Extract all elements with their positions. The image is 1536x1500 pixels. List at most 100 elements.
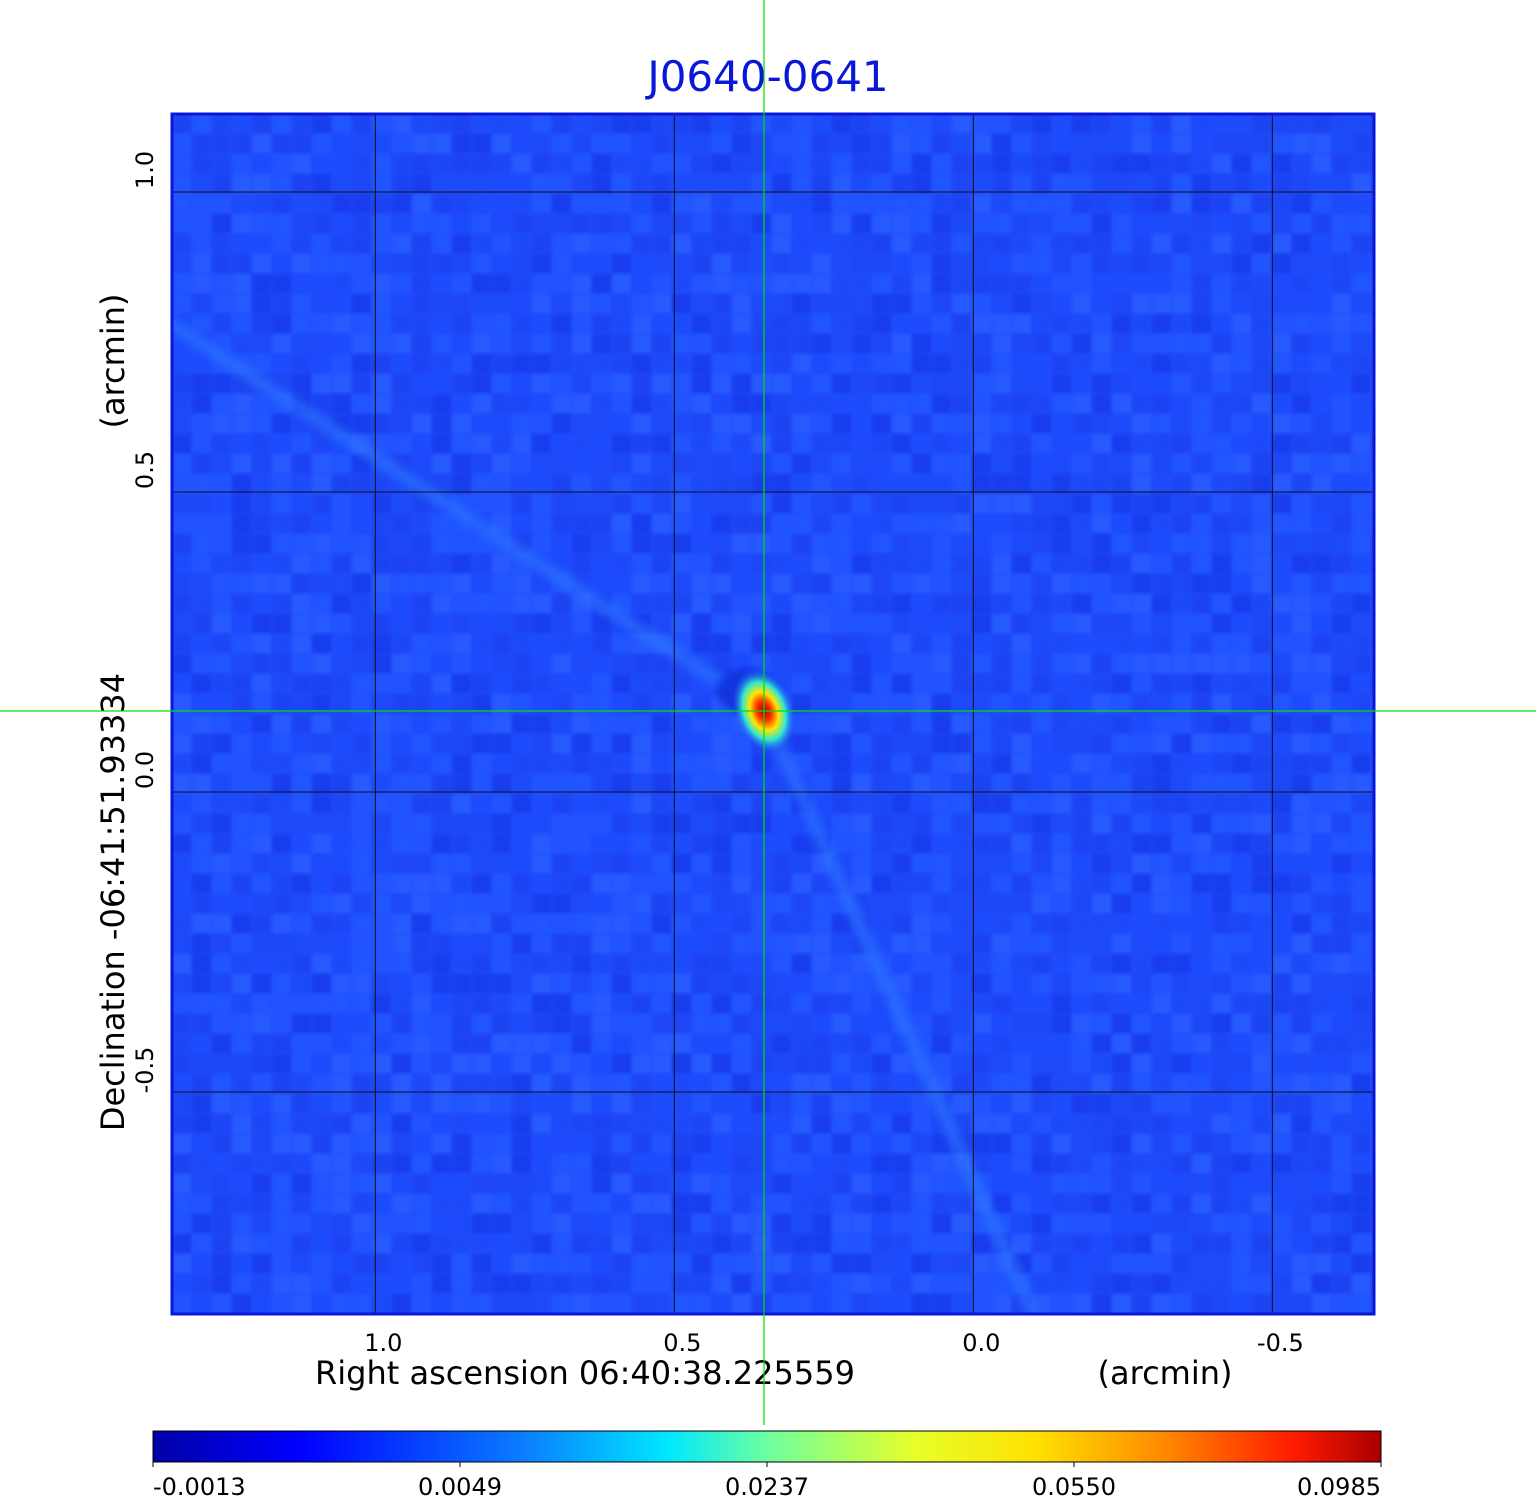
image-pixel [432, 294, 452, 314]
image-pixel [332, 1174, 352, 1194]
image-pixel [1072, 294, 1092, 314]
image-pixel [1152, 694, 1172, 714]
image-pixel [952, 754, 972, 774]
image-pixel [652, 574, 672, 594]
image-pixel [552, 934, 572, 954]
image-pixel [792, 394, 812, 414]
image-pixel [1112, 634, 1132, 654]
image-pixel [392, 114, 412, 134]
image-pixel [1252, 154, 1272, 174]
image-pixel [1232, 894, 1252, 914]
image-pixel [1072, 174, 1092, 194]
image-pixel [232, 294, 252, 314]
image-pixel [1132, 494, 1152, 514]
image-pixel [692, 1214, 712, 1234]
image-pixel [292, 774, 312, 794]
image-pixel [252, 194, 272, 214]
image-pixel [552, 1134, 572, 1154]
image-pixel [1172, 1054, 1192, 1074]
image-pixel [892, 874, 912, 894]
image-pixel [932, 914, 952, 934]
image-pixel [552, 694, 572, 714]
image-pixel [472, 1234, 492, 1254]
image-pixel [1152, 774, 1172, 794]
image-pixel [372, 214, 392, 234]
image-pixel [892, 914, 912, 934]
image-pixel [1052, 834, 1072, 854]
image-pixel [952, 974, 972, 994]
image-pixel [1332, 274, 1352, 294]
image-pixel [872, 494, 892, 514]
image-pixel [932, 694, 952, 714]
image-pixel [292, 314, 312, 334]
image-pixel [572, 674, 592, 694]
image-pixel [712, 434, 732, 454]
image-pixel [512, 714, 532, 734]
image-pixel [192, 854, 212, 874]
image-pixel [192, 214, 212, 234]
image-pixel [172, 1134, 192, 1154]
image-pixel [1272, 134, 1292, 154]
image-pixel [452, 774, 472, 794]
image-pixel [612, 794, 632, 814]
image-pixel [732, 1034, 752, 1054]
image-pixel [412, 634, 432, 654]
image-pixel [292, 734, 312, 754]
image-pixel [912, 854, 932, 874]
image-pixel [672, 1274, 692, 1294]
image-pixel [272, 254, 292, 274]
image-pixel [432, 1114, 452, 1134]
image-pixel [492, 1014, 512, 1034]
image-pixel [1292, 554, 1312, 574]
image-pixel [412, 454, 432, 474]
image-pixel [672, 354, 692, 374]
image-pixel [972, 494, 992, 514]
image-pixel [932, 994, 952, 1014]
image-pixel [1272, 1114, 1292, 1134]
image-pixel [212, 534, 232, 554]
image-pixel [352, 414, 372, 434]
image-pixel [1052, 154, 1072, 174]
image-pixel [312, 894, 332, 914]
image-pixel [172, 234, 192, 254]
image-pixel [372, 814, 392, 834]
image-pixel [492, 714, 512, 734]
image-pixel [192, 514, 212, 534]
image-pixel [1132, 714, 1152, 734]
image-pixel [1272, 334, 1292, 354]
image-pixel [432, 694, 452, 714]
image-pixel [1172, 334, 1192, 354]
image-pixel [1252, 354, 1272, 374]
image-pixel [1072, 1274, 1092, 1294]
image-pixel [912, 554, 932, 574]
image-pixel [172, 294, 192, 314]
image-pixel [1312, 654, 1332, 674]
image-pixel [852, 1134, 872, 1154]
image-pixel [1252, 254, 1272, 274]
image-pixel [612, 534, 632, 554]
image-pixel [1152, 174, 1172, 194]
image-pixel [1212, 994, 1232, 1014]
image-pixel [1112, 1054, 1132, 1074]
image-pixel [672, 734, 692, 754]
image-pixel [1072, 1194, 1092, 1214]
image-pixel [632, 854, 652, 874]
image-pixel [532, 834, 552, 854]
image-pixel [1072, 574, 1092, 594]
image-pixel [1272, 1014, 1292, 1034]
image-pixel [1012, 814, 1032, 834]
image-pixel [1132, 994, 1152, 1014]
image-pixel [192, 1174, 212, 1194]
image-pixel [1192, 374, 1212, 394]
image-pixel [272, 974, 292, 994]
image-pixel [1032, 394, 1052, 414]
image-pixel [472, 794, 492, 814]
image-pixel [1052, 394, 1072, 414]
image-pixel [872, 914, 892, 934]
image-pixel [452, 654, 472, 674]
image-pixel [572, 534, 592, 554]
image-pixel [732, 754, 752, 774]
image-pixel [592, 1174, 612, 1194]
image-pixel [872, 1174, 892, 1194]
